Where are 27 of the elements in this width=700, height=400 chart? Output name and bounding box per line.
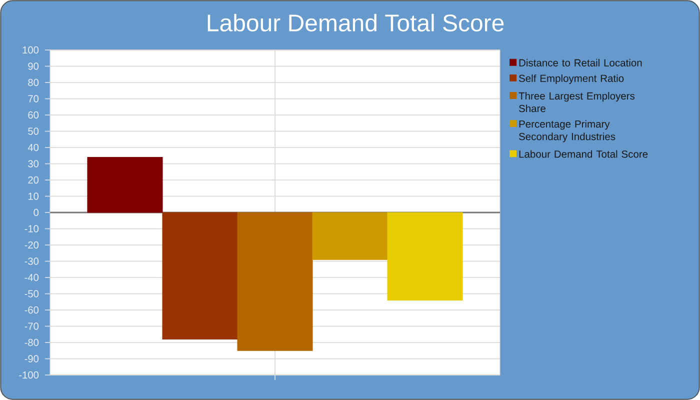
y-tick-label: -80	[24, 338, 39, 346]
y-tick-label: -70	[24, 322, 39, 330]
y-tick-label: -50	[24, 290, 39, 298]
y-tick-label: -60	[24, 306, 39, 314]
y-tick-label: 30	[28, 160, 39, 168]
y-tick-label: -40	[24, 274, 39, 282]
chart-title: Labour Demand Total Score	[208, 14, 504, 32]
y-tick-label: 0	[34, 208, 39, 216]
y-tick-label: 80	[28, 78, 39, 86]
y-tick-label: 40	[28, 144, 39, 152]
y-tick-label: -100	[19, 371, 39, 379]
legend-label: Labour Demand Total Score	[519, 150, 648, 158]
y-tick-label: -20	[24, 241, 39, 249]
legend-label: Self Employment Ratio	[518, 74, 624, 84]
y-tick-label: -90	[24, 355, 39, 362]
y-tick-label: 70	[28, 95, 39, 102]
y-tick-label: 20	[28, 176, 39, 184]
y-tick-label: 90	[28, 62, 39, 70]
legend-label: Distance to Retail Location	[519, 58, 642, 66]
y-tick-label: 60	[28, 111, 39, 119]
y-tick-label: 50	[28, 128, 39, 135]
legend-label: Percentage Primary Secondary Industries	[518, 120, 616, 142]
y-tick-label: 100	[22, 46, 39, 54]
legend-label: Three Largest Employers Share	[518, 92, 635, 112]
y-tick-label: -30	[24, 258, 39, 265]
y-tick-label: 10	[28, 192, 39, 200]
y-tick-label: -10	[24, 225, 39, 232]
